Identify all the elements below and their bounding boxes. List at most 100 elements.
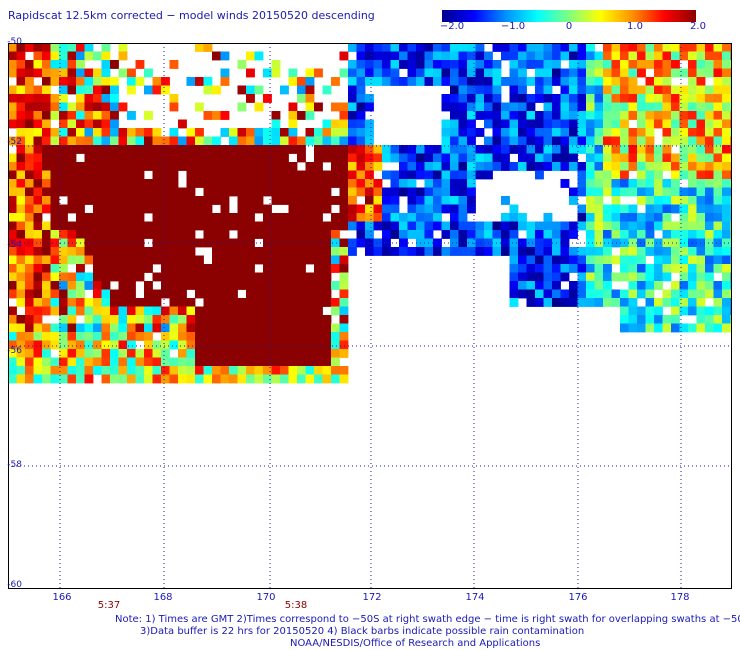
wind-cell: [356, 43, 366, 52]
wind-cell: [526, 272, 536, 282]
wind-cell: [705, 281, 714, 290]
wind-cell: [620, 162, 629, 171]
wind-cell: [620, 68, 629, 78]
wind-cell: [713, 315, 723, 324]
wind-cell: [118, 281, 128, 290]
wind-cell: [662, 196, 672, 205]
wind-cell: [441, 230, 451, 239]
wind-cell: [356, 145, 366, 154]
wind-cell: [688, 323, 697, 333]
wind-cell: [229, 374, 238, 384]
wind-cell: [373, 51, 383, 61]
wind-cell: [8, 60, 17, 69]
wind-cell: [526, 153, 536, 163]
wind-cell: [662, 136, 672, 146]
wind-cell: [458, 238, 468, 248]
wind-cell: [59, 162, 68, 171]
wind-cell: [16, 264, 26, 273]
wind-cell: [186, 332, 196, 341]
wind-cell: [152, 289, 162, 299]
wind-cell: [356, 60, 366, 69]
wind-cell: [246, 153, 255, 163]
wind-cell: [144, 68, 153, 78]
wind-cell: [297, 264, 306, 273]
wind-cell: [161, 306, 170, 316]
wind-cell: [416, 196, 425, 205]
wind-cell: [484, 136, 493, 146]
wind-cell: [569, 136, 578, 146]
wind-cell: [305, 204, 315, 214]
wind-cell: [220, 51, 230, 61]
wind-cell: [390, 196, 400, 205]
wind-cell: [25, 230, 34, 239]
wind-cell: [611, 255, 621, 265]
wind-cell: [526, 162, 536, 171]
wind-cell: [671, 255, 680, 265]
wind-cell: [76, 102, 85, 112]
wind-cell: [203, 264, 213, 273]
wind-cell: [492, 145, 502, 154]
wind-cell: [254, 374, 264, 384]
wind-cell: [288, 187, 298, 197]
wind-cell: [705, 68, 714, 78]
wind-cell: [212, 230, 221, 239]
wind-cell: [161, 187, 170, 197]
wind-cell: [229, 213, 238, 222]
wind-cell: [603, 255, 612, 265]
wind-cell: [297, 332, 306, 341]
wind-cell: [186, 306, 196, 316]
wind-cell: [688, 162, 697, 171]
wind-cell: [50, 51, 60, 61]
wind-cell: [144, 179, 153, 188]
wind-cell: [127, 264, 136, 273]
wind-cell: [365, 162, 374, 171]
wind-cell: [543, 136, 553, 146]
wind-cell: [42, 298, 51, 307]
wind-cell: [586, 128, 595, 137]
wind-cell: [314, 272, 323, 282]
wind-cell: [518, 111, 527, 120]
wind-cell: [339, 255, 349, 265]
wind-cell: [603, 68, 612, 78]
wind-cell: [297, 204, 306, 214]
wind-cell: [93, 170, 102, 180]
wind-cell: [84, 340, 94, 350]
footnote-line-3: NOAA/NESDIS/Office of Research and Appli…: [290, 638, 541, 649]
wind-cell: [467, 230, 476, 239]
wind-cell: [16, 366, 26, 375]
wind-cell: [382, 77, 391, 86]
wind-cell: [25, 264, 34, 273]
wind-cell: [467, 204, 476, 214]
wind-cell: [628, 94, 638, 103]
wind-cell: [705, 162, 714, 171]
wind-cell: [399, 221, 408, 231]
wind-cell: [331, 153, 340, 163]
wind-cell: [246, 281, 255, 290]
wind-cell: [161, 366, 170, 375]
wind-cell: [263, 204, 272, 214]
wind-cell: [713, 264, 723, 273]
wind-cell: [407, 230, 417, 239]
wind-cell: [713, 289, 723, 299]
wind-cell: [178, 238, 187, 248]
wind-cell: [305, 247, 315, 256]
wind-cell: [586, 187, 595, 197]
wind-cell: [620, 179, 629, 188]
wind-cell: [722, 68, 731, 78]
wind-cell: [552, 111, 561, 120]
wind-cell: [237, 230, 247, 239]
wind-cell: [594, 60, 604, 69]
wind-cell: [246, 187, 255, 197]
wind-cell: [373, 68, 383, 78]
wind-cell: [237, 247, 247, 256]
wind-cell: [280, 162, 289, 171]
wind-cell: [577, 119, 587, 129]
wind-cell: [178, 374, 187, 384]
wind-cell: [246, 85, 255, 95]
wind-cell: [280, 264, 289, 273]
wind-cell: [33, 162, 43, 171]
wind-cell: [322, 281, 332, 290]
wind-cell: [297, 145, 306, 154]
wind-cell: [484, 162, 493, 171]
wind-cell: [696, 213, 706, 222]
